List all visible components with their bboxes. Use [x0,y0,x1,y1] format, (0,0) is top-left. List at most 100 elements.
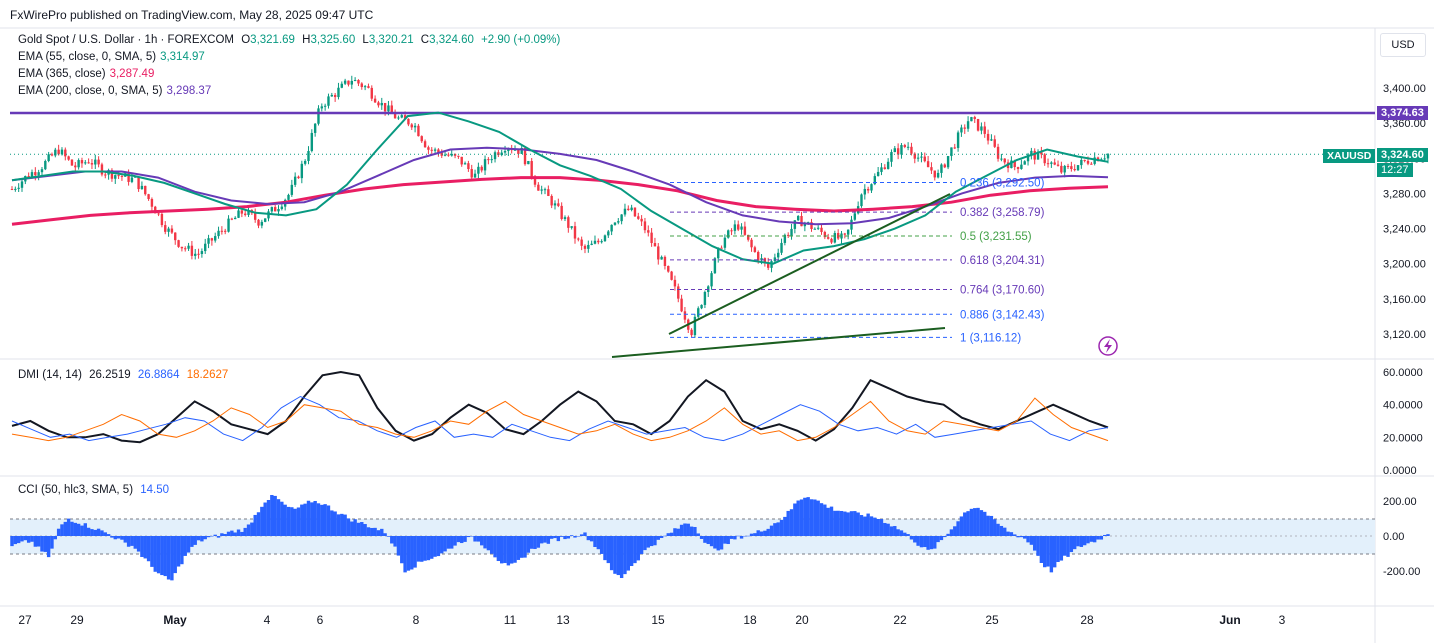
candle-body [70,159,74,166]
candle-body [1040,151,1043,155]
cci-bar [669,532,674,536]
candle-body [453,153,457,156]
ema200-legend: EMA (200, close, 0, SMA, 5) 3,298.37 [18,85,215,97]
candle-body [933,170,936,178]
time-axis-label: 15 [651,613,665,627]
candle-body [503,151,507,153]
cci-bar [743,535,747,537]
cci-bar [836,510,840,536]
cci-bar [110,536,114,538]
candle-body [870,184,873,191]
candle-body [400,115,403,118]
cci-bar [639,536,644,555]
candle-body [310,132,314,151]
cci-bar [699,536,704,539]
fib-level-label: 0.5 (3,231.55) [960,231,1032,243]
time-axis-label: 6 [317,613,324,627]
symbol-legend: Gold Spot / U.S. Dollar · 1h · FOREXCOM … [18,34,564,46]
candle-body [1076,165,1080,171]
dmi-series-line [11,370,1109,444]
candle-body [860,194,863,207]
candle-body [403,115,407,119]
candle-body [180,246,184,249]
cci-bar [573,536,577,538]
cci-bar [509,536,514,564]
candle-body [813,228,817,230]
candle-body [420,136,423,142]
candle-body [816,227,820,229]
price-axis-label: 3,240.00 [1383,224,1426,236]
cci-bar [619,536,624,579]
cci-bar [769,525,774,536]
cci-bar [426,536,431,561]
candle-body [610,224,613,232]
candle-body [846,229,850,235]
cci-bar [440,536,444,554]
currency-button[interactable]: USD [1380,33,1426,57]
candle-body [570,226,573,228]
cci-bar [556,536,561,542]
candle-body [233,217,237,220]
cci-bar [456,536,461,543]
time-axis-label: 28 [1080,613,1094,627]
candle-body [677,286,680,299]
cci-bar [483,536,487,549]
candle-body [640,218,643,222]
candle-body [960,127,963,133]
candle-body [996,146,1000,159]
candle-body [367,86,370,88]
cci-bar [353,519,357,536]
cci-bar [716,536,720,551]
cci-bar [993,519,997,536]
candle-body [84,162,87,164]
candle-body [1063,165,1066,173]
candle-body [530,161,533,177]
low-value: L3,320.21 [362,34,414,46]
candle-body [230,218,234,220]
candle-body [660,256,663,260]
cci-bar [989,515,994,536]
cci-bar [1062,536,1067,556]
cci-bar [153,536,157,572]
cci-bar [759,531,764,536]
ascending-trendline [668,193,951,335]
cci-bar [326,505,331,536]
candle-body [200,251,204,255]
cci-bar [606,536,611,564]
cci-bar [176,536,181,567]
candle-body [866,188,870,191]
candle-body [597,240,600,243]
cci-bar [300,504,304,536]
cci-bar [1049,536,1054,573]
candle-body [337,87,340,98]
candle-body [327,96,330,106]
cci-bar [879,519,884,536]
cci-bar [863,516,867,536]
cci-bar [33,536,38,547]
cci-bar [549,536,554,539]
candle-body [830,238,833,243]
cci-bar [333,511,337,536]
cci-bar [646,536,650,548]
candle-body [537,184,540,191]
cci-bar [430,536,434,559]
cci-bar [173,536,177,574]
candle-body [803,223,807,227]
candle-body [557,203,560,206]
candle-body [723,237,727,248]
candle-body [853,213,857,220]
candle-body [956,132,960,148]
cci-bar [103,532,107,536]
cci-bar [979,510,984,536]
candle-body [227,218,230,232]
cci-bar [719,536,724,550]
candle-body [590,243,593,245]
fib-level-label: 0.236 (3,292.50) [960,177,1045,189]
candle-body [873,176,877,185]
cci-bar [536,536,541,548]
candle-body [1086,160,1090,164]
lightning-icon[interactable] [1098,336,1118,356]
cci-bar [866,513,870,536]
fibonacci-retracement: 0.236 (3,292.50) 0.382 (3,258.79) 0.5 (3,2… [670,177,1045,344]
